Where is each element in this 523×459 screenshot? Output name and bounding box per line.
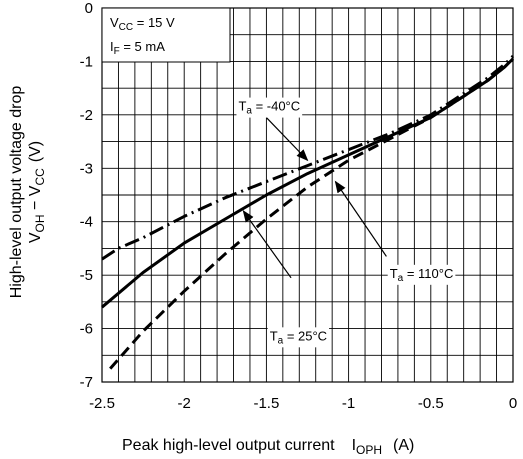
condition-if-sub: F: [114, 46, 120, 57]
condition-if-value: = 5 mA: [120, 39, 165, 54]
y-tick-label: -7: [80, 374, 93, 391]
y-axis-title: High-level output voltage drop VOH − VCC…: [8, 86, 47, 299]
x-tick-labels: -2.5 -2 -1.5 -1 -0.5 0: [89, 395, 517, 412]
annotation-label-2: Ta = 110°C: [390, 266, 454, 284]
x-axis-title-text: Peak high-level output current: [122, 437, 335, 454]
series-annotations: Ta = -40°C Ta = 25°C Ta = 110°C: [236, 97, 456, 348]
condition-if: IF = 5 mA: [110, 39, 165, 57]
annotation-label-bg-2: [387, 264, 456, 285]
annotation-arrow-0: [265, 117, 309, 162]
y-axis-symbol-vcc-sub: CC: [33, 168, 47, 186]
y-tick-label: -6: [80, 321, 93, 338]
x-tick-label: -2.5: [89, 395, 115, 412]
y-tick-label: -5: [80, 267, 93, 284]
y-axis-dash: −: [27, 196, 44, 214]
annotation-arrow-1: [242, 210, 292, 279]
grid: [102, 8, 513, 382]
x-axis-symbol: I: [352, 437, 356, 454]
annotation-label-0: Ta = -40°C: [238, 99, 300, 117]
plot-area-frame: [101, 7, 514, 383]
y-axis-symbol-v: V: [27, 232, 44, 243]
x-tick-label: -1.5: [253, 395, 279, 412]
y-tick-label: -4: [80, 214, 93, 231]
x-axis-unit: (A): [393, 437, 414, 454]
series-lines: [101, 55, 515, 370]
x-axis-title: Peak high-level output current IOPH (A): [122, 437, 414, 457]
annotation-label-bg-0: [236, 97, 303, 118]
y-axis-symbol-vcc: V: [27, 185, 44, 196]
y-tick-label: -3: [80, 160, 93, 177]
condition-vcc-value: = 15 V: [133, 15, 175, 30]
annotation-label-1: Ta = 25°C: [270, 328, 327, 346]
condition-vcc: VCC = 15 V: [110, 15, 175, 33]
y-axis-title-line2: VOH − VCC(V): [27, 141, 47, 243]
conditions-box: VCC = 15 V IF = 5 mA: [101, 7, 231, 63]
x-tick-label: -0.5: [418, 395, 444, 412]
y-axis-title-line1: High-level output voltage drop: [8, 86, 25, 299]
condition-vcc-sub: CC: [119, 22, 133, 33]
y-tick-label: -2: [80, 107, 93, 124]
y-tick-label: 0: [85, 0, 93, 17]
annotation-label-bg-1: [267, 327, 330, 348]
condition-if-main: I: [110, 39, 114, 54]
condition-vcc-main: V: [110, 15, 119, 30]
series-line-0: [101, 55, 515, 261]
x-axis-symbol-sub: OPH: [356, 443, 382, 457]
y-tick-label: -1: [80, 53, 93, 70]
x-tick-label: 0: [509, 395, 517, 412]
conditions-box-frame: [101, 7, 231, 63]
series-line-2: [109, 57, 515, 370]
y-axis-symbol-v-sub: OH: [33, 214, 47, 232]
annotation-arrow-2: [334, 180, 387, 257]
y-axis-unit: (V): [27, 141, 44, 162]
x-tick-label: -1: [342, 395, 355, 412]
y-tick-labels: 0 -1 -2 -3 -4 -5 -6 -7: [80, 0, 93, 391]
x-tick-label: -2: [178, 395, 191, 412]
